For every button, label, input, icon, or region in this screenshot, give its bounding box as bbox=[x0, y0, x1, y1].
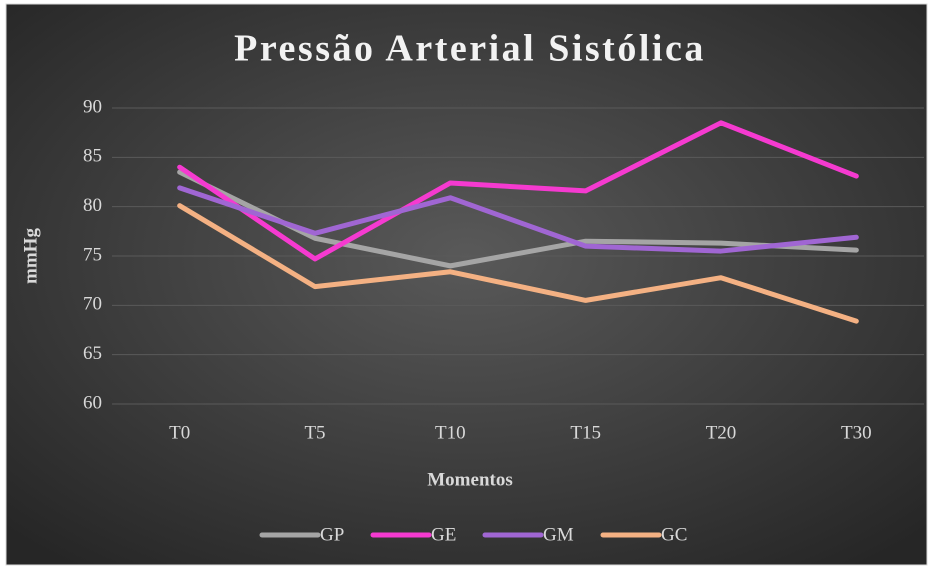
series-line bbox=[177, 185, 859, 254]
y-tick-label: 70 bbox=[83, 294, 102, 315]
chart-title: Pressão Arterial Sistólica bbox=[234, 28, 706, 70]
y-axis-title: mmHg bbox=[20, 228, 41, 284]
x-tick-label: T10 bbox=[435, 422, 466, 443]
x-tick-label: T30 bbox=[841, 422, 872, 443]
y-tick-label: 60 bbox=[83, 392, 102, 413]
x-tick-label: T15 bbox=[570, 422, 601, 443]
y-tick-label: 65 bbox=[83, 343, 102, 364]
x-tick-label: T20 bbox=[706, 422, 737, 443]
legend-label: GE bbox=[431, 524, 456, 545]
x-tick-label: T5 bbox=[304, 422, 325, 443]
x-tick-label: T0 bbox=[169, 422, 190, 443]
series-line bbox=[177, 120, 859, 262]
legend-label: GC bbox=[661, 524, 687, 545]
series-line bbox=[177, 203, 859, 324]
y-tick-label: 85 bbox=[83, 146, 102, 167]
legend-label: GM bbox=[543, 524, 574, 545]
chart-background bbox=[5, 3, 928, 566]
y-tick-label: 80 bbox=[83, 195, 102, 216]
x-axis-title: Momentos bbox=[427, 469, 512, 490]
y-tick-label: 90 bbox=[83, 96, 102, 117]
y-tick-label: 75 bbox=[83, 244, 102, 265]
legend-label: GP bbox=[320, 524, 344, 545]
